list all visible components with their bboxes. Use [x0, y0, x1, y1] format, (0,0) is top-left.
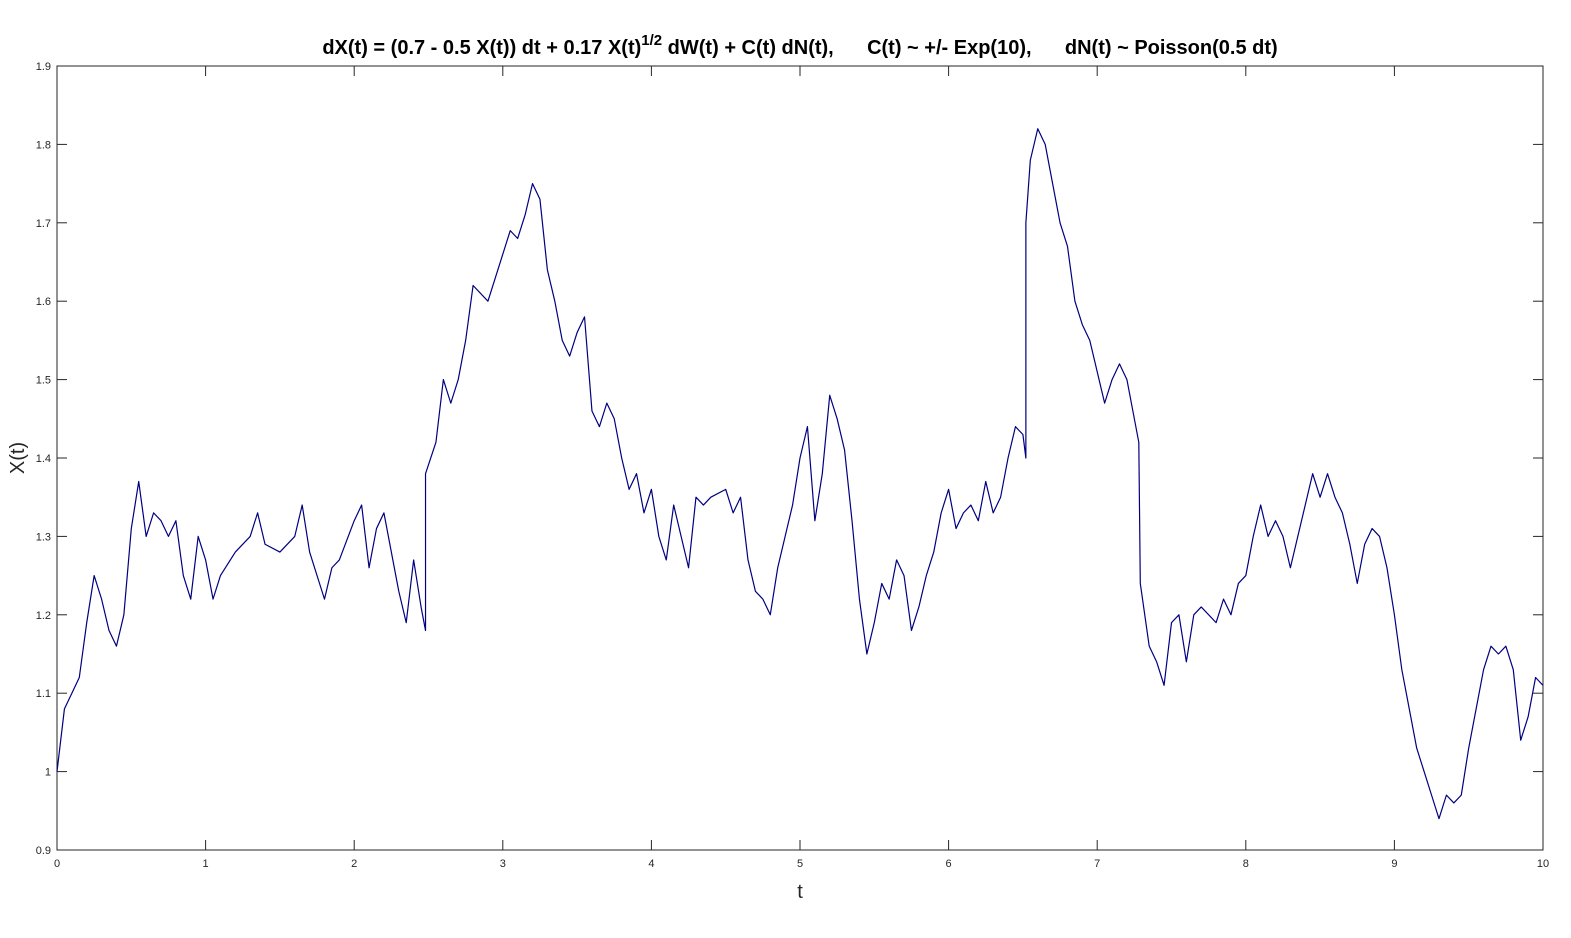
- y-tick-label: 1.6: [36, 296, 51, 308]
- y-tick-label: 1.4: [36, 453, 51, 465]
- y-tick-label: 1: [45, 767, 51, 779]
- x-tick-label: 5: [797, 858, 803, 870]
- y-tick-label: 1.1: [36, 688, 51, 700]
- x-tick-label: 4: [648, 858, 654, 870]
- chart-title: dX(t) = (0.7 - 0.5 X(t)) dt + 0.17 X(t)1…: [322, 32, 1277, 59]
- x-tick-label: 8: [1243, 858, 1249, 870]
- x-tick-label: 6: [946, 858, 952, 870]
- data-line: [56, 128, 1544, 820]
- x-tick-label: 3: [500, 858, 506, 870]
- y-tick-label: 1.5: [36, 375, 51, 387]
- x-tick-label: 9: [1391, 858, 1397, 870]
- x-axis-label: t: [797, 881, 803, 903]
- x-tick-label: 7: [1094, 858, 1100, 870]
- x-tick-label: 10: [1537, 858, 1549, 870]
- y-tick-label: 1.2: [36, 610, 51, 622]
- x-tick-label: 0: [54, 858, 60, 870]
- x-tick-label: 2: [351, 858, 357, 870]
- title-superscript: 1/2: [641, 32, 662, 49]
- x-tick-label: 1: [203, 858, 209, 870]
- y-tick-label: 1.7: [36, 218, 51, 230]
- y-tick-label: 1.9: [36, 61, 51, 73]
- title-main: dX(t) = (0.7 - 0.5 X(t)) dt + 0.17 X(t): [322, 37, 641, 59]
- y-tick-label: 0.9: [36, 845, 51, 857]
- y-axis-label: X(t): [7, 442, 29, 474]
- y-tick-label: 1.8: [36, 139, 51, 151]
- y-tick-label: 1.3: [36, 531, 51, 543]
- title-rest: dW(t) + C(t) dN(t), C(t) ~ +/- Exp(10), …: [662, 37, 1278, 59]
